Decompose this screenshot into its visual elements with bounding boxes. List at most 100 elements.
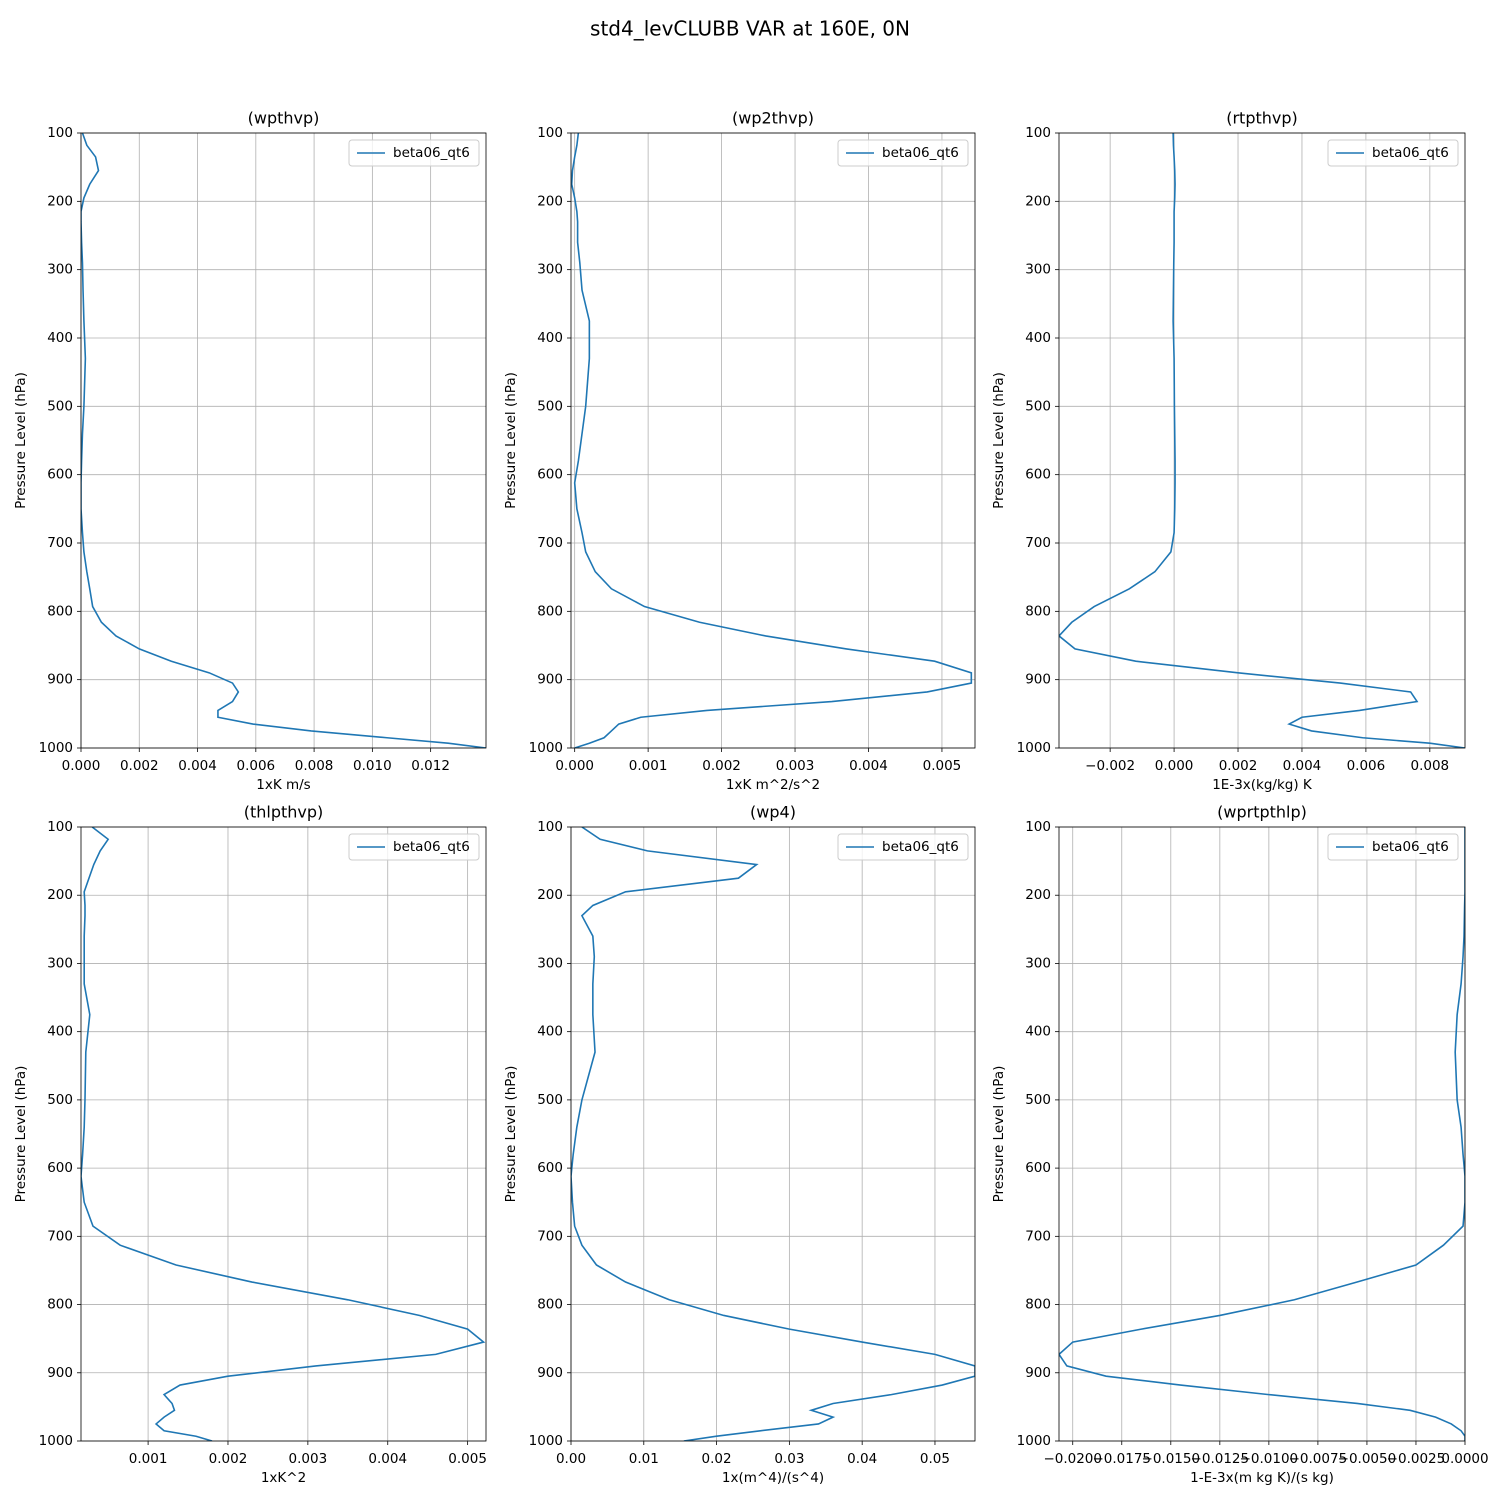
y-tick-label: 900	[1025, 1365, 1051, 1381]
y-tick-label: 600	[537, 467, 563, 483]
series-line	[81, 827, 486, 1441]
y-tick-label: 600	[47, 1160, 73, 1176]
y-tick-label: 200	[1025, 193, 1051, 209]
x-tick-label: 0.005	[923, 758, 962, 774]
y-tick-label: 700	[47, 535, 73, 551]
subplot: 0.001 0.002 0.003 0.004 0.005 100 200 300 400 500…	[13, 803, 487, 1487]
y-tick-label: 500	[537, 1092, 563, 1108]
x-tick-label: −0.0125	[1191, 1451, 1250, 1467]
x-tick-label: 0.001	[629, 758, 668, 774]
y-tick-label: 500	[47, 1092, 73, 1108]
x-tick-label: −0.0175	[1092, 1451, 1151, 1467]
y-tick-label: 300	[537, 955, 563, 971]
y-tick-label: 600	[1025, 1160, 1051, 1176]
axes-frame	[80, 132, 487, 749]
x-axis-label: 1E-3x(kg/kg) K	[1212, 777, 1313, 793]
y-tick-label: 100	[1025, 125, 1051, 141]
y-tick-label: 800	[537, 1297, 563, 1313]
y-tick-label: 700	[537, 535, 563, 551]
y-tick-label: 100	[537, 819, 563, 835]
y-axis-label: Pressure Level (hPa)	[13, 372, 29, 509]
x-tick-label: 0.008	[1411, 758, 1450, 774]
y-tick-label: 900	[47, 1365, 73, 1381]
subplot: −0.002 0.000 0.002 0.004 0.006 0.008 100 200 300…	[991, 109, 1466, 793]
x-tick-label: 0.000	[62, 758, 101, 774]
x-axis-label: 1x(m^4)/(s^4)	[722, 1470, 824, 1486]
x-tick-label: 0.00	[556, 1451, 586, 1467]
x-tick-label: 0.010	[353, 758, 392, 774]
y-tick-label: 900	[1025, 672, 1051, 688]
x-tick-label: 0.04	[847, 1451, 877, 1467]
x-tick-label: 0.004	[849, 758, 888, 774]
axes-frame	[80, 826, 487, 1442]
y-tick-label: 1000	[529, 740, 563, 756]
x-tick-label: 0.004	[368, 1451, 407, 1467]
legend-box	[348, 833, 480, 861]
y-tick-label: 1000	[39, 740, 73, 756]
axes-frame	[570, 132, 976, 749]
x-axis-label: 1xK^2	[261, 1470, 306, 1486]
x-tick-label: 0.01	[629, 1451, 659, 1467]
axes-frame	[1058, 132, 1466, 749]
x-axis-label: 1xK m^2/s^2	[726, 777, 820, 793]
legend-box	[837, 833, 969, 861]
y-tick-label: 800	[1025, 1297, 1051, 1313]
y-axis-label: Pressure Level (hPa)	[503, 1066, 519, 1203]
x-tick-label: 0.006	[1347, 758, 1386, 774]
x-tick-label: 0.002	[209, 1451, 248, 1467]
y-tick-label: 1000	[1017, 1433, 1051, 1449]
series-line	[571, 133, 973, 748]
y-tick-label: 300	[1025, 955, 1051, 971]
x-tick-label: 0.003	[776, 758, 815, 774]
y-tick-label: 700	[537, 1228, 563, 1244]
subplot-title: (wp4)	[750, 803, 796, 822]
x-tick-label: 0.012	[411, 758, 450, 774]
y-tick-label: 900	[47, 672, 73, 688]
y-tick-label: 600	[537, 1160, 563, 1176]
x-tick-label: 0.03	[774, 1451, 804, 1467]
y-tick-label: 300	[47, 262, 73, 278]
x-tick-label: 0.05	[920, 1451, 950, 1467]
y-tick-label: 100	[1025, 819, 1051, 835]
y-tick-label: 200	[47, 887, 73, 903]
y-tick-label: 400	[47, 1024, 73, 1040]
x-tick-label: 0.02	[702, 1451, 732, 1467]
series-line	[1059, 133, 1465, 748]
x-tick-label: 0.000	[555, 758, 594, 774]
legend-label: beta06_qt6	[393, 839, 470, 855]
x-tick-label: −0.0150	[1142, 1451, 1201, 1467]
subplot-title: (wpthvp)	[248, 109, 320, 128]
x-tick-label: 0.0000	[1441, 1451, 1488, 1467]
y-tick-label: 800	[1025, 603, 1051, 619]
y-tick-label: 900	[537, 672, 563, 688]
y-tick-label: 500	[537, 398, 563, 414]
y-axis-label: Pressure Level (hPa)	[13, 1066, 29, 1203]
y-tick-label: 400	[1025, 1024, 1051, 1040]
y-tick-label: 300	[47, 955, 73, 971]
subplot-title: (wprtpthlp)	[1217, 803, 1307, 822]
y-tick-label: 200	[537, 193, 563, 209]
y-tick-label: 100	[537, 125, 563, 141]
x-axis-label: 1xK m/s	[256, 777, 310, 793]
y-axis-label: Pressure Level (hPa)	[991, 372, 1007, 509]
y-tick-label: 1000	[1017, 740, 1051, 756]
y-tick-label: 1000	[39, 1433, 73, 1449]
subplot: 0.000 0.001 0.002 0.003 0.004 0.005 100 200 300 4…	[503, 109, 976, 793]
y-tick-label: 400	[47, 330, 73, 346]
x-tick-label: 0.008	[295, 758, 334, 774]
x-tick-label: −0.0075	[1289, 1451, 1348, 1467]
x-tick-label: 0.001	[129, 1451, 168, 1467]
y-tick-label: 700	[1025, 535, 1051, 551]
y-tick-label: 400	[537, 330, 563, 346]
y-tick-label: 800	[47, 1297, 73, 1313]
y-tick-label: 300	[1025, 262, 1051, 278]
x-tick-label: 0.004	[1283, 758, 1322, 774]
x-tick-label: −0.002	[1085, 758, 1135, 774]
x-tick-label: 0.006	[236, 758, 275, 774]
y-tick-label: 100	[47, 819, 73, 835]
x-tick-label: −0.0200	[1043, 1451, 1102, 1467]
y-tick-label: 400	[1025, 330, 1051, 346]
figure-title: std4_levCLUBB VAR at 160E, 0N	[590, 17, 910, 41]
legend-label: beta06_qt6	[1372, 839, 1449, 855]
